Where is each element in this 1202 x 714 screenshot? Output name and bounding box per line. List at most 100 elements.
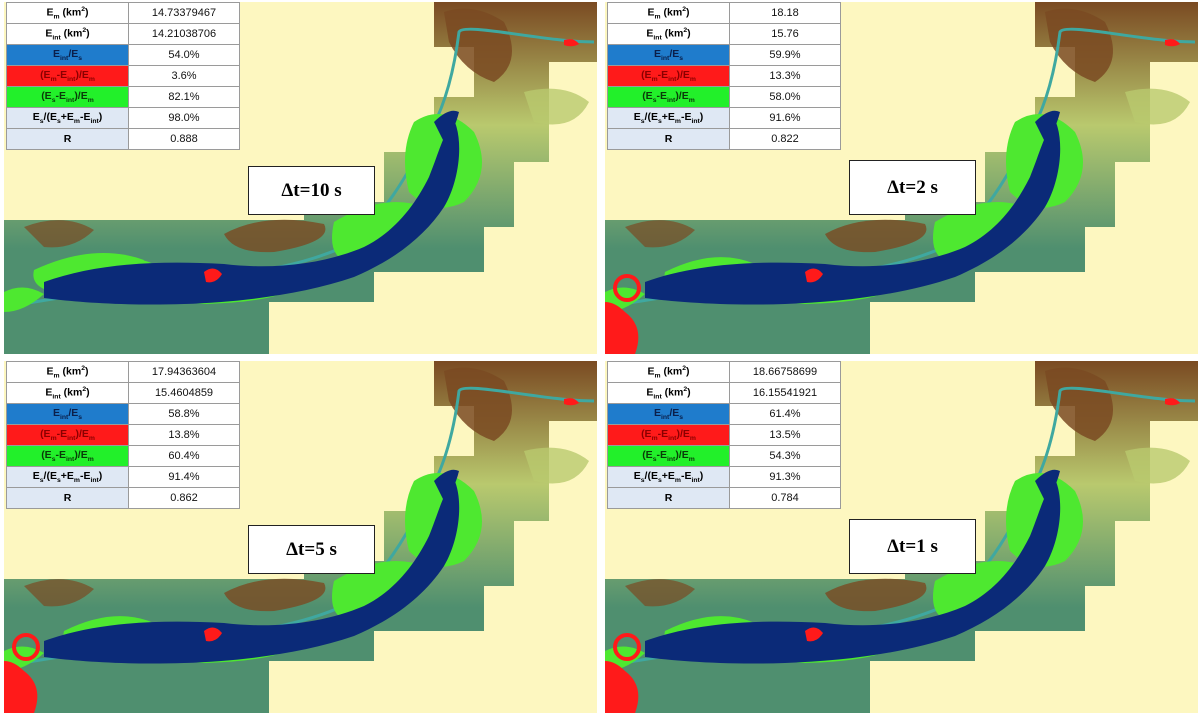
stats-label: R (6, 128, 129, 150)
stats-label: Es/(Es+Em-Eint) (6, 107, 129, 129)
stats-label: R (607, 487, 730, 509)
satellite-only-area (933, 202, 1025, 263)
stats-row: (Es-Eint)/Em 60.4% (6, 445, 240, 467)
stats-label: Eint/Es (6, 403, 129, 425)
stats-value: 15.4604859 (128, 382, 240, 404)
model-only-area (204, 627, 222, 642)
stats-value: 91.6% (729, 107, 841, 129)
hill (1045, 8, 1113, 83)
model-only-area (613, 274, 641, 302)
stats-row: R 0.784 (607, 487, 841, 509)
time-step-label: Δt=2 s (849, 160, 976, 215)
model-only-area (564, 398, 579, 406)
panel-dt5: Em (km2) 17.94363604 Eint (km2) 15.4604859 E… (4, 361, 597, 713)
stats-value: 0.862 (128, 487, 240, 509)
stats-table: Em (km2) 18.66758699 Eint (km2) 16.15541921… (607, 361, 841, 509)
stats-value: 13.8% (128, 424, 240, 446)
stats-label: (Es-Eint)/Em (6, 86, 129, 108)
stats-label: (Es-Eint)/Em (607, 86, 730, 108)
stats-value: 61.4% (729, 403, 841, 425)
stats-value: 0.784 (729, 487, 841, 509)
stats-row: Es/(Es+Em-Eint) 91.3% (607, 466, 841, 488)
stats-row: R 0.888 (6, 128, 240, 150)
hill (825, 578, 927, 612)
stats-table: Em (km2) 14.73379467 Eint (km2) 14.21038706… (6, 2, 240, 150)
stats-value: 13.3% (729, 65, 841, 87)
stats-value: 16.15541921 (729, 382, 841, 404)
stats-label: Eint/Es (6, 44, 129, 66)
model-only-area (1165, 398, 1180, 406)
stats-label: Es/(Es+Em-Eint) (607, 466, 730, 488)
stats-value: 14.21038706 (128, 23, 240, 45)
stats-label: Em (km2) (6, 2, 129, 24)
hill (24, 220, 94, 248)
stats-value: 0.888 (128, 128, 240, 150)
stats-label: (Em-Eint)/Em (6, 65, 129, 87)
stats-row: (Es-Eint)/Em 58.0% (607, 86, 841, 108)
hill (1125, 88, 1190, 125)
stats-label: (Em-Eint)/Em (607, 65, 730, 87)
hill (1045, 367, 1113, 441)
stats-row: Eint/Es 58.8% (6, 403, 240, 425)
model-only-area (805, 627, 823, 642)
model-only-area (805, 268, 823, 283)
hill (524, 88, 589, 125)
model-only-area (564, 39, 579, 47)
hill (24, 579, 94, 607)
intersection-area (1035, 110, 1060, 142)
hill (444, 367, 512, 441)
satellite-only-area (332, 202, 424, 263)
stats-row: R 0.822 (607, 128, 841, 150)
stats-label: Em (km2) (6, 361, 129, 383)
stats-value: 58.0% (729, 86, 841, 108)
stats-row: Em (km2) 18.66758699 (607, 361, 841, 383)
stats-label: Eint (km2) (6, 23, 129, 45)
satellite-only-area (4, 287, 44, 312)
stats-value: 17.94363604 (128, 361, 240, 383)
stats-value: 82.1% (128, 86, 240, 108)
stats-row: Eint/Es 59.9% (607, 44, 841, 66)
panel-dt2: Em (km2) 18.18 Eint (km2) 15.76 Eint/Es 59.9%… (605, 2, 1198, 354)
stats-row: Es/(Es+Em-Eint) 91.6% (607, 107, 841, 129)
stats-label: Eint (km2) (607, 23, 730, 45)
stats-value: 60.4% (128, 445, 240, 467)
hill (625, 579, 695, 607)
intersection-area (1035, 469, 1060, 501)
stats-label: Em (km2) (607, 361, 730, 383)
intersection-area (44, 120, 460, 305)
stats-value: 18.18 (729, 2, 841, 24)
stats-value: 14.73379467 (128, 2, 240, 24)
stats-label: R (607, 128, 730, 150)
hill (444, 8, 512, 83)
stats-label: R (6, 487, 129, 509)
stats-value: 54.3% (729, 445, 841, 467)
flood-map (4, 2, 597, 354)
stats-label: Eint/Es (607, 44, 730, 66)
time-step-label: Δt=5 s (248, 525, 375, 574)
model-only-area (605, 661, 639, 713)
stats-row: Eint (km2) 16.15541921 (607, 382, 841, 404)
stats-value: 0.822 (729, 128, 841, 150)
stats-value: 15.76 (729, 23, 841, 45)
stats-label: Eint/Es (607, 403, 730, 425)
stats-value: 59.9% (729, 44, 841, 66)
stats-label: (Em-Eint)/Em (607, 424, 730, 446)
intersection-area (645, 479, 1061, 664)
hill (524, 447, 589, 484)
stats-value: 18.66758699 (729, 361, 841, 383)
satellite-only-area (933, 561, 1025, 622)
stats-value: 54.0% (128, 44, 240, 66)
model-only-area (204, 268, 222, 283)
flood-map (4, 361, 597, 713)
stats-row: (Em-Eint)/Em 13.3% (607, 65, 841, 87)
stats-label: (Em-Eint)/Em (6, 424, 129, 446)
intersection-area (645, 120, 1061, 305)
stats-label: Es/(Es+Em-Eint) (607, 107, 730, 129)
flood-map (605, 2, 1198, 354)
stats-row: (Em-Eint)/Em 3.6% (6, 65, 240, 87)
stats-row: Eint/Es 61.4% (607, 403, 841, 425)
stats-label: (Es-Eint)/Em (6, 445, 129, 467)
stats-value: 58.8% (128, 403, 240, 425)
hill (224, 219, 326, 253)
stats-row: Eint/Es 54.0% (6, 44, 240, 66)
